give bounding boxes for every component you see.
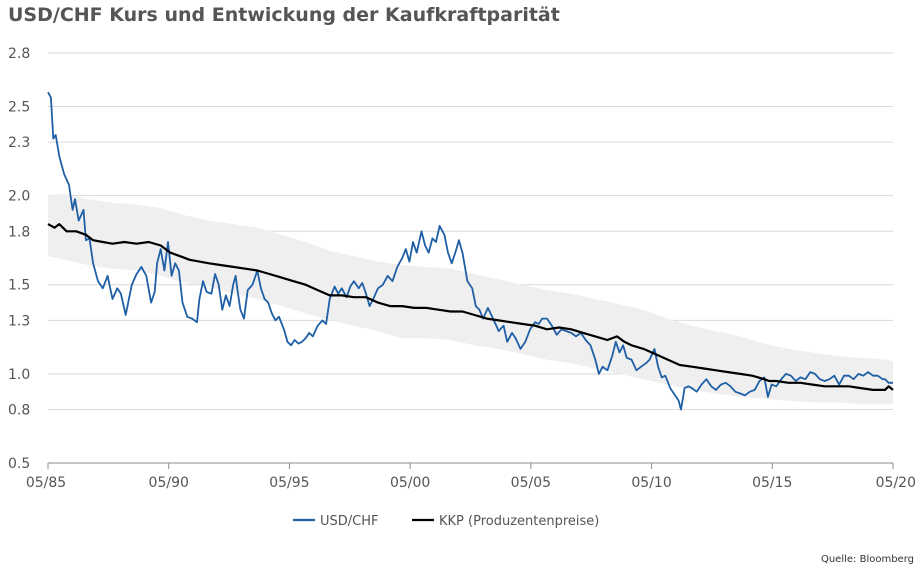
axes: 0.5 0.8 1.0 1.3 1.5 1.8 2.0 2.3 2.5 2.8 05/85 05/90… — [8, 46, 916, 491]
x-tick-label: 05/00 — [390, 475, 430, 491]
source-label: Quelle: Bloomberg — [821, 554, 914, 565]
series-line-usdchf — [47, 91, 893, 411]
series-line-kkp — [47, 223, 894, 391]
series-lines — [47, 91, 894, 411]
y-tick-label: 0.8 — [8, 403, 30, 419]
y-tick-label: 0.5 — [8, 456, 30, 472]
legend-label-usdchf: USD/CHF — [320, 514, 379, 529]
band-area — [48, 193, 893, 405]
y-tick-label: 1.5 — [8, 278, 30, 294]
y-tick-label: 1.0 — [8, 367, 30, 383]
x-tick-label: 05/20 — [876, 475, 916, 491]
x-tick-label: 05/85 — [26, 475, 66, 491]
legend-label-kkp: KKP (Produzentenpreise) — [439, 514, 599, 529]
x-tick-label: 05/05 — [511, 475, 551, 491]
y-tick-label: 2.5 — [8, 99, 30, 115]
y-tick-label: 1.3 — [8, 313, 30, 329]
kkp-range-band — [48, 193, 893, 405]
y-tick-label: 2.0 — [8, 189, 30, 205]
x-tick-label: 05/90 — [149, 475, 189, 491]
x-tick-label: 05/95 — [269, 475, 309, 491]
x-tick-label: 05/15 — [752, 475, 792, 491]
y-tick-label: 2.8 — [8, 46, 30, 62]
x-tick-label: 05/10 — [631, 475, 671, 491]
y-tick-label: 1.8 — [8, 224, 30, 240]
legend: USD/CHF KKP (Produzentenpreise) — [293, 514, 599, 529]
y-tick-label: 2.3 — [8, 135, 30, 151]
chart-title: USD/CHF Kurs und Entwickung der Kaufkraf… — [8, 4, 560, 26]
